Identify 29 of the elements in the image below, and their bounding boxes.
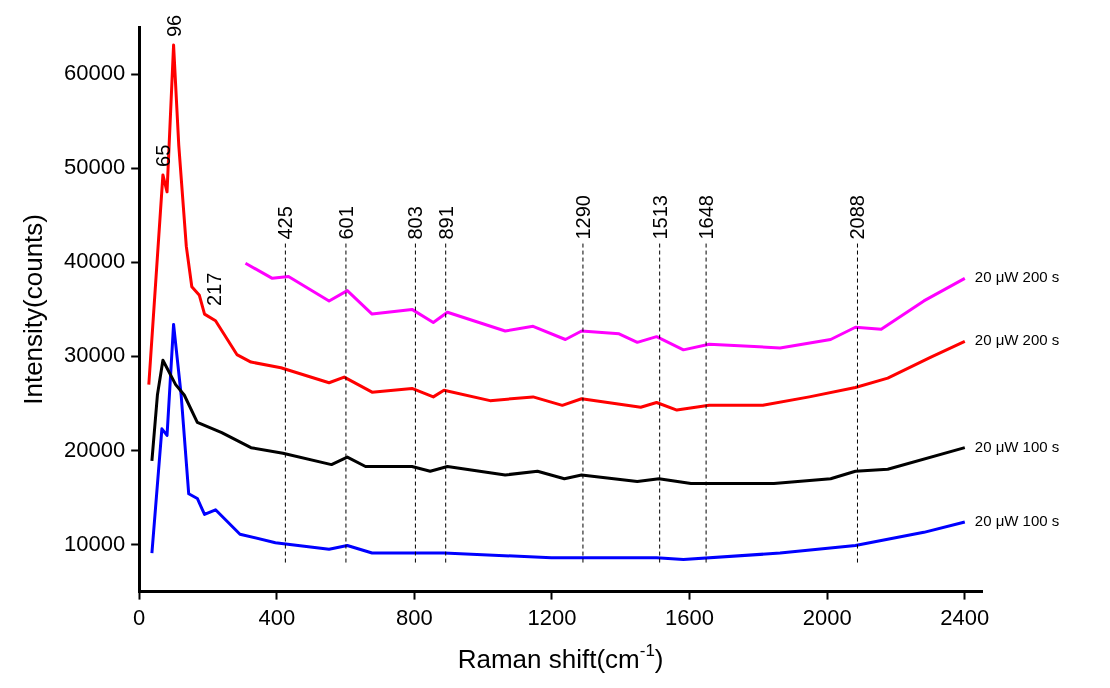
y-tick-label: 30000 xyxy=(63,342,126,368)
y-tick-label: 60000 xyxy=(63,60,126,86)
x-tick-label: 800 xyxy=(396,604,433,630)
y-tick-label: 40000 xyxy=(63,248,126,274)
ref-line-label: 1513 xyxy=(648,195,671,240)
series-label: 20 μW 100 s xyxy=(974,511,1060,529)
x-tick-label: 0 xyxy=(133,604,146,630)
x-tick-label: 1200 xyxy=(527,604,577,630)
ref-line-label: 891 xyxy=(434,206,457,240)
y-tick-label: 20000 xyxy=(63,436,126,462)
ref-line-label: 425 xyxy=(274,206,297,240)
x-tick-label: 1600 xyxy=(665,604,715,630)
y-axis-title: Intensity(counts) xyxy=(18,214,48,405)
ref-line-label: 803 xyxy=(404,206,427,240)
series-label: 20 μW 200 s xyxy=(974,331,1060,349)
x-tick-label: 400 xyxy=(258,604,296,630)
annotation: 96 xyxy=(162,14,185,38)
y-tick-label: 10000 xyxy=(63,530,126,556)
ref-line-label: 2088 xyxy=(846,195,869,240)
annotation: 217 xyxy=(202,272,225,307)
x-tick-label: 2000 xyxy=(802,604,852,630)
ref-line-label: 601 xyxy=(334,206,357,240)
ref-line-label: 1290 xyxy=(571,195,594,240)
x-tick-label: 2400 xyxy=(940,604,990,630)
y-tick-label: 50000 xyxy=(63,154,126,180)
annotation: 65 xyxy=(151,144,174,167)
ref-line-label: 1648 xyxy=(695,195,718,240)
series-label: 20 μW 200 s xyxy=(974,268,1060,286)
series-label: 20 μW 100 s xyxy=(974,437,1060,455)
